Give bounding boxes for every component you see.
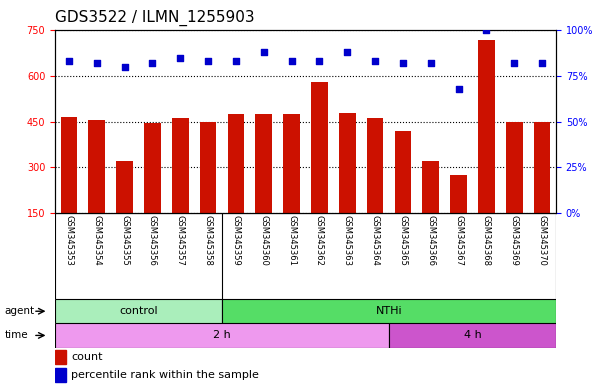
Text: GSM345364: GSM345364: [371, 215, 379, 266]
Bar: [55, 323, 389, 348]
Point: [259, 49, 269, 55]
Bar: [395, 131, 411, 213]
Bar: [478, 40, 495, 213]
Point: [92, 60, 101, 66]
Text: GSM345366: GSM345366: [426, 215, 435, 266]
Point: [287, 58, 296, 65]
Bar: [144, 123, 161, 213]
Point: [342, 49, 352, 55]
Text: GSM345360: GSM345360: [259, 215, 268, 266]
Bar: [116, 161, 133, 213]
Bar: [506, 122, 522, 213]
Bar: [172, 118, 189, 213]
Point: [426, 60, 436, 66]
Text: GSM345363: GSM345363: [343, 215, 352, 266]
Text: GSM345370: GSM345370: [538, 215, 547, 266]
Text: GSM345353: GSM345353: [64, 215, 73, 266]
Text: percentile rank within the sample: percentile rank within the sample: [71, 370, 259, 380]
Bar: [450, 175, 467, 213]
Point: [64, 58, 74, 65]
Text: GSM345365: GSM345365: [398, 215, 408, 266]
Point: [481, 27, 491, 33]
Bar: [255, 114, 272, 213]
Bar: [339, 113, 356, 213]
Text: GSM345356: GSM345356: [148, 215, 157, 266]
Point: [370, 58, 380, 65]
Text: NTHi: NTHi: [376, 306, 402, 316]
Point: [147, 60, 157, 66]
Bar: [55, 368, 66, 382]
Point: [454, 86, 464, 92]
Point: [398, 60, 408, 66]
Text: GSM345361: GSM345361: [287, 215, 296, 266]
Bar: [55, 350, 66, 364]
Text: time: time: [4, 330, 28, 341]
Text: GSM345357: GSM345357: [176, 215, 185, 266]
Bar: [422, 161, 439, 213]
Text: GDS3522 / ILMN_1255903: GDS3522 / ILMN_1255903: [55, 10, 255, 26]
Bar: [89, 120, 105, 213]
Text: agent: agent: [4, 306, 35, 316]
Bar: [311, 82, 327, 213]
Text: GSM345355: GSM345355: [120, 215, 129, 266]
Bar: [200, 122, 216, 213]
Text: GSM345359: GSM345359: [232, 215, 240, 266]
Point: [510, 60, 519, 66]
Text: GSM345367: GSM345367: [454, 215, 463, 266]
Point: [231, 58, 241, 65]
Text: GSM345369: GSM345369: [510, 215, 519, 266]
Bar: [222, 299, 556, 323]
Point: [315, 58, 324, 65]
Point: [537, 60, 547, 66]
Text: GSM345358: GSM345358: [203, 215, 213, 266]
Text: GSM345362: GSM345362: [315, 215, 324, 266]
Text: GSM345368: GSM345368: [482, 215, 491, 266]
Bar: [60, 117, 77, 213]
Text: 4 h: 4 h: [464, 330, 481, 341]
Point: [120, 64, 130, 70]
Bar: [55, 299, 222, 323]
Text: 2 h: 2 h: [213, 330, 231, 341]
Text: count: count: [71, 352, 103, 362]
Bar: [284, 114, 300, 213]
Bar: [534, 122, 551, 213]
Text: control: control: [119, 306, 158, 316]
Text: GSM345354: GSM345354: [92, 215, 101, 266]
Bar: [227, 114, 244, 213]
Point: [175, 55, 185, 61]
Bar: [367, 118, 384, 213]
Bar: [389, 323, 556, 348]
Point: [203, 58, 213, 65]
